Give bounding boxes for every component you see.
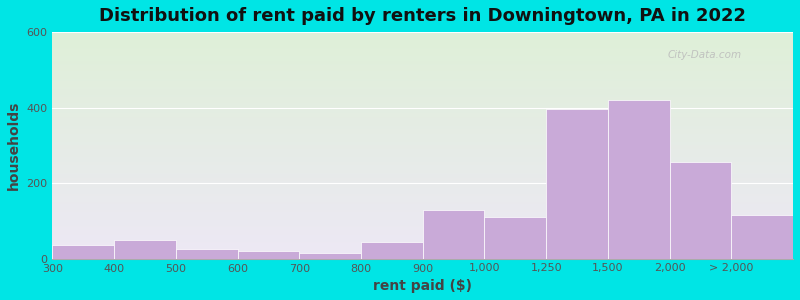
Title: Distribution of rent paid by renters in Downingtown, PA in 2022: Distribution of rent paid by renters in …	[99, 7, 746, 25]
Bar	[546, 110, 608, 259]
Bar	[485, 217, 546, 259]
Bar	[299, 253, 361, 259]
Y-axis label: households: households	[7, 101, 21, 190]
Bar	[53, 245, 114, 259]
Bar	[670, 162, 731, 259]
Bar	[238, 251, 299, 259]
Bar	[731, 215, 793, 259]
Bar	[608, 100, 670, 259]
Bar	[176, 249, 238, 259]
Bar	[114, 240, 176, 259]
X-axis label: rent paid ($): rent paid ($)	[374, 279, 472, 293]
Text: City-Data.com: City-Data.com	[667, 50, 742, 60]
Bar	[422, 209, 485, 259]
Bar	[361, 242, 422, 259]
